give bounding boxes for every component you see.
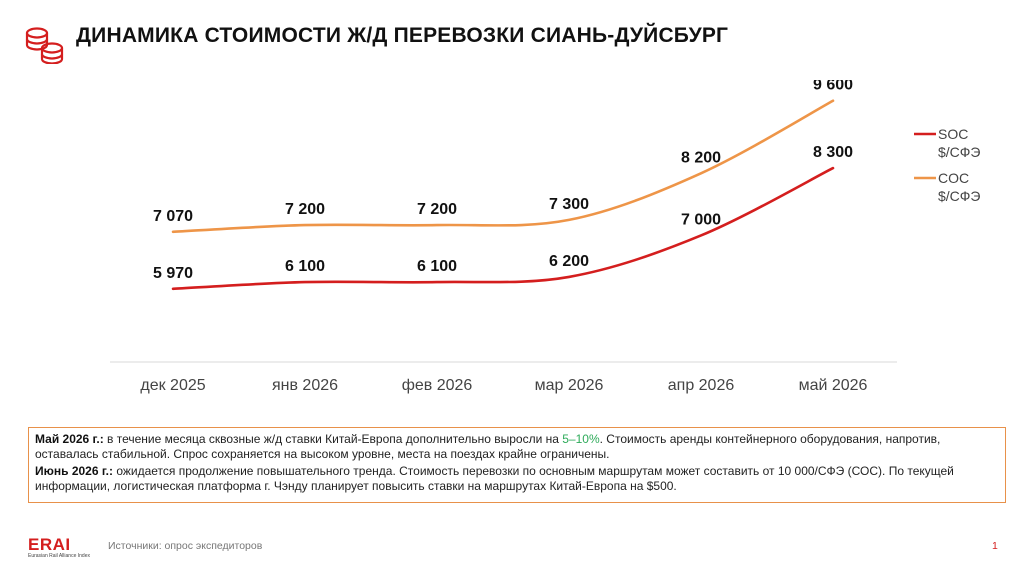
data-label: 8 300 [813, 144, 853, 161]
legend-label: SOC $/СФЭ [938, 126, 981, 160]
erai-logo: ERAI Eurasian Rail Alliance Index [28, 535, 90, 559]
rate-line-chart: дек 2025 янв 2026 фев 2026 мар 2026 апр 2026… [110, 80, 981, 394]
may-note: Май 2026 г.: в течение месяца сквозные ж… [35, 432, 941, 461]
data-label: 8 200 [681, 149, 721, 166]
may-highlight: 5–10% [562, 432, 600, 446]
x-tick-label: янв 2026 [272, 377, 338, 394]
data-label: 9 600 [813, 80, 853, 94]
data-label: 7 000 [681, 211, 721, 228]
june-note: Июнь 2026 г.: ожидается продолжение повы… [35, 464, 954, 493]
data-label: 7 300 [549, 196, 589, 213]
data-label: 7 200 [417, 201, 457, 218]
x-tick-label: фев 2026 [402, 377, 473, 394]
data-label: 6 100 [285, 258, 325, 275]
data-label: 6 100 [417, 258, 457, 275]
x-tick-label: дек 2025 [140, 377, 205, 394]
data-label: 7 200 [285, 201, 325, 218]
source-note: Источники: опрос экспедиторов [108, 540, 263, 552]
page-number: 1 [992, 540, 998, 552]
coins-stack-icon [25, 27, 64, 64]
data-label: 6 200 [549, 253, 589, 270]
legend-label: COC $/СФЭ [938, 170, 981, 204]
series-line-coc [171, 99, 835, 234]
x-tick-label: мар 2026 [535, 377, 604, 394]
commentary-box: Май 2026 г.: в течение месяца сквозные ж… [28, 427, 1006, 503]
x-tick-label: апр 2026 [668, 377, 735, 394]
x-tick-label: май 2026 [799, 377, 868, 394]
page-title: ДИНАМИКА СТОИМОСТИ Ж/Д ПЕРЕВОЗКИ СИАНЬ-Д… [76, 24, 729, 47]
data-label: 5 970 [153, 265, 193, 282]
series-line-soc [171, 166, 835, 291]
data-label: 7 070 [153, 208, 193, 225]
